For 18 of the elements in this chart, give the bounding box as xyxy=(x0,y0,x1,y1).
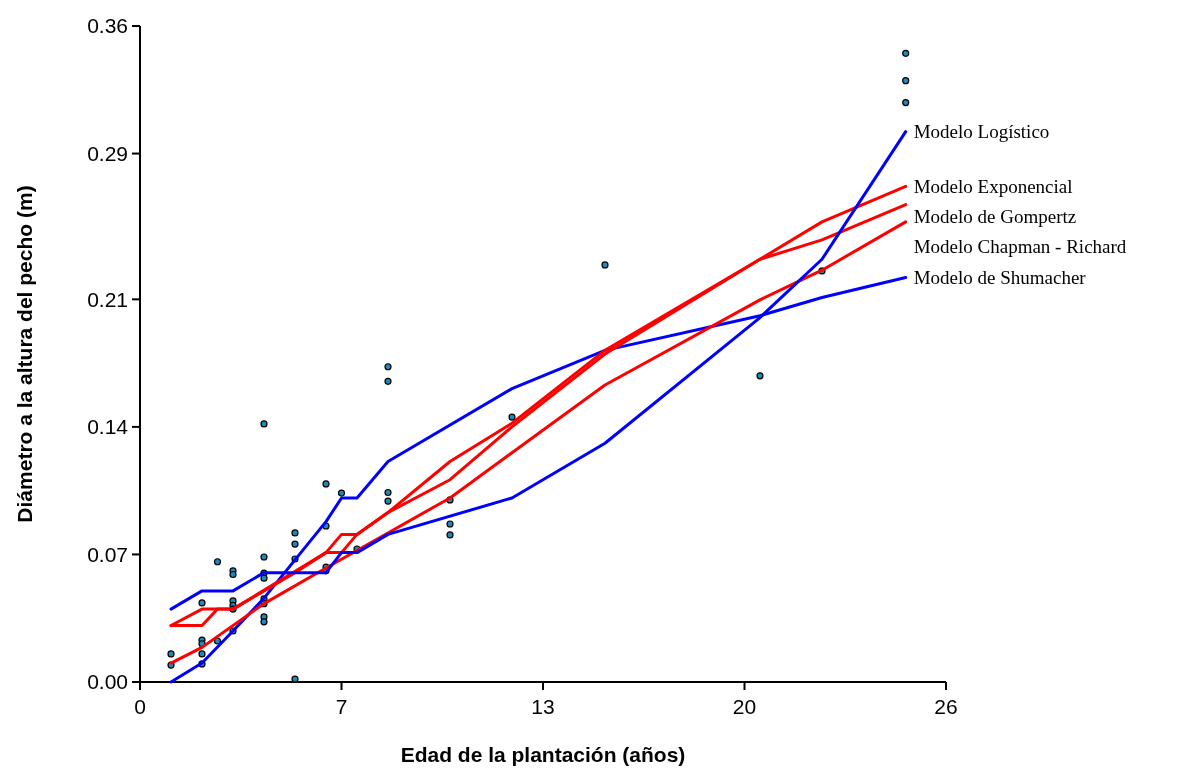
x-tick-label: 26 xyxy=(934,695,958,718)
x-tick-label: 7 xyxy=(335,695,348,718)
y-tick-label: 0.21 xyxy=(87,287,128,311)
y-tick-label: 0.14 xyxy=(87,415,129,439)
y-tick-label: 0.00 xyxy=(87,670,128,694)
y-tick-label: 0.07 xyxy=(87,542,128,566)
series-label: Modelo Exponencial xyxy=(913,176,1073,198)
x-tick-label: 0 xyxy=(134,695,146,718)
y-tick-label: 0.36 xyxy=(87,14,128,38)
x-axis-title: Edad de la plantación (años) xyxy=(400,743,686,766)
y-tick-label: 0.29 xyxy=(87,141,128,165)
series-label: Modelo Logístico xyxy=(913,121,1050,143)
series-label: Modelo de Gompertz xyxy=(913,206,1077,228)
x-tick-label: 20 xyxy=(732,695,757,718)
series-label: Modelo Chapman - Richard xyxy=(913,236,1127,258)
x-tick-label: 13 xyxy=(531,695,555,718)
y-axis-title: Diámetro a la altura del pecho (m) xyxy=(13,185,36,523)
series-label: Modelo de Shumacher xyxy=(913,267,1087,289)
